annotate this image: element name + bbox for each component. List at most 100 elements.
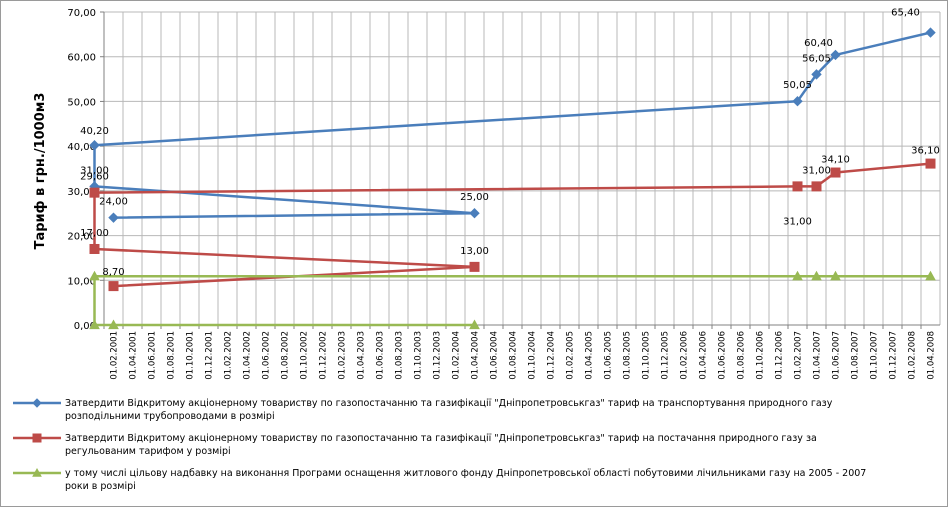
- x-tick-label: 01.04.2008: [927, 331, 937, 380]
- x-tick-label: 01.08.2004: [509, 331, 519, 380]
- x-tick-label: 01.12.2001: [205, 331, 215, 380]
- x-tick-label: 01.10.2004: [528, 331, 538, 380]
- x-tick-label: 01.06.2004: [490, 331, 500, 380]
- series-3-point: [89, 270, 100, 281]
- series-3-line: [93, 275, 931, 327]
- x-tick-label: 01.08.2007: [851, 331, 861, 380]
- x-tick-label: 01.02.2007: [794, 331, 804, 380]
- data-label: 56,05: [802, 53, 831, 64]
- legend-label: Затвердити Відкритому акціонерному товар…: [65, 433, 817, 444]
- data-label: 50,05: [783, 80, 812, 91]
- data-label: 65,40: [891, 8, 920, 19]
- x-tick-label: 01.10.2001: [186, 331, 196, 380]
- x-tick-label: 01.08.2002: [281, 331, 291, 380]
- x-tick-label: 01.12.2005: [661, 331, 671, 380]
- y-tick-label: 20,00: [67, 232, 96, 243]
- x-tick-label: 01.02.2004: [452, 331, 462, 380]
- series-2-point: [89, 243, 100, 254]
- x-tick-label: 01.04.2001: [129, 331, 139, 380]
- x-tick-label: 01.04.2007: [813, 331, 823, 380]
- y-tick-label: 50,00: [67, 97, 96, 108]
- x-tick-label: 01.12.2006: [775, 331, 785, 380]
- legend-label: розподільними трубопроводами в розмірі: [65, 411, 275, 422]
- y-tick-label: 40,00: [67, 142, 96, 153]
- data-label: 40,20: [80, 126, 109, 137]
- data-label: 17,00: [80, 228, 109, 239]
- series-3: [89, 270, 936, 330]
- x-tick-label: 01.10.2002: [300, 331, 310, 380]
- series-3-point: [89, 319, 100, 330]
- legend-swatch-marker: [32, 433, 42, 443]
- x-tick-label: 01.12.2003: [433, 331, 443, 380]
- y-tick-label: 10,00: [67, 276, 96, 287]
- series-2-point: [830, 167, 841, 178]
- series-1-point: [469, 208, 480, 219]
- series-2-point: [811, 181, 822, 192]
- x-tick-label: 01.10.2003: [414, 331, 424, 380]
- x-tick-label: 01.04.2004: [471, 331, 481, 380]
- data-labels: 24,00 25,00 31,00 40,20 50,05 56,05 60,40 65,40…: [80, 8, 940, 279]
- data-label: 60,40: [804, 38, 833, 49]
- series-1-point: [89, 140, 100, 151]
- data-label: 31,00: [783, 216, 812, 227]
- data-label: 13,00: [460, 246, 489, 257]
- series-1-point: [811, 69, 822, 80]
- legend-entry-3: у тому числі цільову надбавку на виконан…: [13, 467, 866, 492]
- y-axis-title: Тариф в грн./1000м3: [33, 93, 48, 250]
- series-2-point: [108, 281, 119, 292]
- x-tick-label: 01.02.2005: [566, 331, 576, 380]
- x-tick-label: 01.10.2005: [642, 331, 652, 380]
- x-tick-label: 01.04.2003: [357, 331, 367, 380]
- x-tick-label: 01.10.2006: [756, 331, 766, 380]
- series-1-point: [792, 95, 803, 107]
- series-3-point: [108, 319, 119, 330]
- legend-entry-1: Затвердити Відкритому акціонерному товар…: [13, 398, 833, 422]
- x-tick-label: 01.10.2007: [870, 331, 880, 380]
- x-tick-label: 01.02.2003: [338, 331, 348, 380]
- series-1-line: [93, 31, 931, 219]
- x-tick-label: 01.08.2006: [737, 331, 747, 380]
- x-tick-label: 01.06.2002: [262, 331, 272, 380]
- x-tick-label: 01.02.2002: [224, 331, 234, 380]
- x-tick-label: 01.12.2002: [319, 331, 329, 380]
- x-tick-label: 01.04.2002: [243, 331, 253, 380]
- series-1-point: [830, 49, 841, 61]
- series-3-point: [830, 270, 841, 281]
- series-1: [89, 27, 936, 223]
- y-tick-label: 70,00: [67, 8, 96, 19]
- x-tick-label: 01.06.2007: [832, 331, 842, 380]
- x-tick-label: 01.04.2005: [585, 331, 595, 380]
- series-3-point: [469, 319, 480, 330]
- legend-label: у тому числі цільову надбавку на виконан…: [65, 468, 866, 479]
- x-tick-label: 01.02.2006: [680, 331, 690, 380]
- legend-entry-2: Затвердити Відкритому акціонерному товар…: [13, 433, 817, 457]
- data-label: 31,00: [80, 165, 109, 176]
- legend-label: роки в розмірі: [65, 481, 136, 492]
- x-tick-label: 01.06.2001: [148, 331, 158, 380]
- x-tick-label: 01.06.2005: [604, 331, 614, 380]
- legend-label: Затвердити Відкритому акціонерному товар…: [65, 398, 833, 409]
- legend-swatch-marker: [32, 398, 42, 408]
- data-label: 31,00: [802, 165, 831, 176]
- series-2-point: [469, 261, 480, 272]
- y-tick-label: 60,00: [67, 53, 96, 64]
- x-tick-label: 01.08.2003: [395, 331, 405, 380]
- series: [89, 27, 936, 330]
- x-tick-label: 01.06.2003: [376, 331, 386, 380]
- series-3-point: [811, 270, 822, 281]
- series-2-point: [925, 158, 936, 169]
- x-tick-label: 01.08.2005: [623, 331, 633, 380]
- data-label: 34,10: [821, 155, 850, 166]
- data-label: 24,00: [99, 197, 128, 208]
- series-1-point: [925, 27, 936, 38]
- data-label: 8,70: [102, 267, 124, 278]
- x-tick-label: 01.04.2006: [699, 331, 709, 380]
- x-tick-label: 01.08.2001: [167, 331, 177, 380]
- y-tick-label: 30,00: [67, 187, 96, 198]
- x-tick-label: 01.02.2008: [908, 331, 918, 380]
- x-tick-label: 01.06.2006: [718, 331, 728, 380]
- series-2-point: [89, 187, 100, 198]
- series-2: [89, 158, 936, 292]
